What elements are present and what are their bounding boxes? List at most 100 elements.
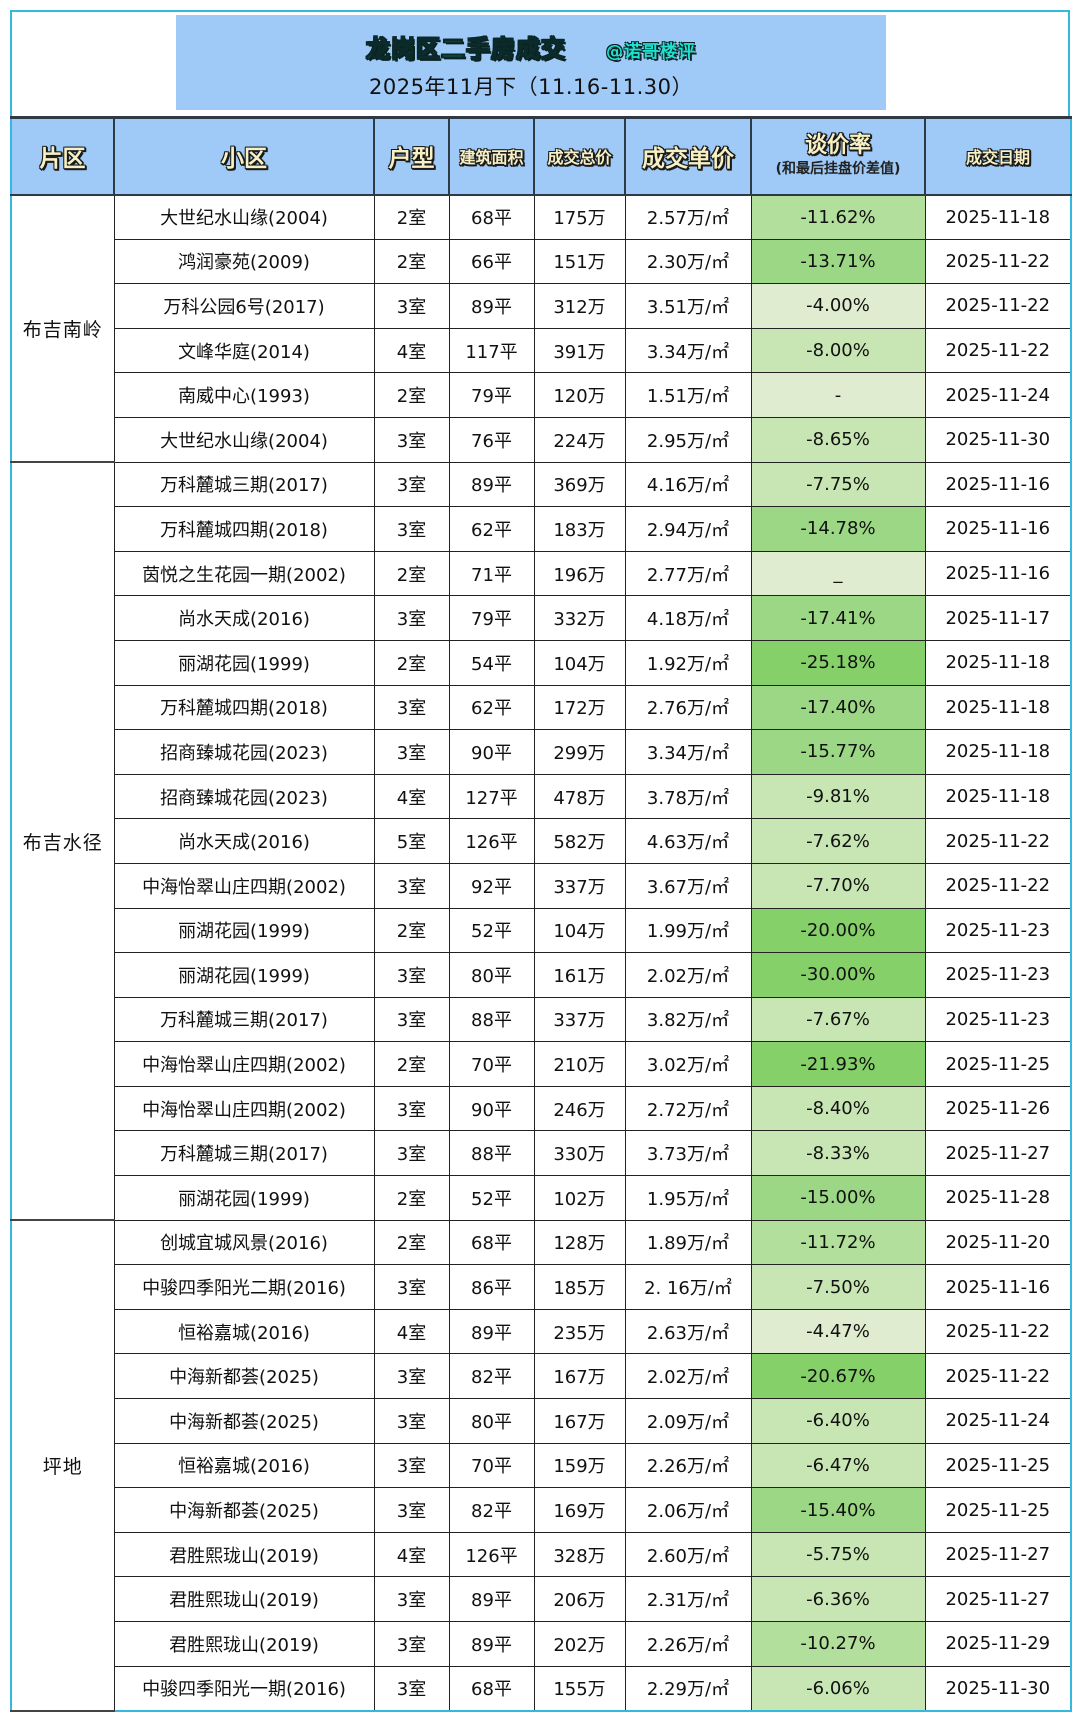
discount-rate-cell: -10.27% — [750, 1621, 926, 1667]
community-name-cell: 中海怡翠山庄四期(2002) — [113, 862, 375, 909]
total-price-cell: 155万 — [533, 1665, 626, 1712]
date-cell: 2025-11-18 — [924, 194, 1072, 240]
date-cell: 2025-11-16 — [924, 461, 1072, 508]
unit-price-cell: 3.73万/㎡ — [624, 1130, 752, 1177]
discount-rate-cell: -11.62% — [750, 194, 926, 240]
floor-area-cell: 89平 — [448, 1576, 535, 1622]
community-name-cell: 招商臻城花园(2023) — [113, 773, 375, 820]
total-price-cell: 330万 — [533, 1130, 626, 1177]
unit-price-cell: 2.95万/㎡ — [624, 416, 752, 463]
total-price-cell: 582万 — [533, 818, 626, 864]
total-price-cell: 167万 — [533, 1398, 626, 1444]
discount-rate-cell: -25.18% — [750, 639, 926, 686]
total-price-cell: 206万 — [533, 1576, 626, 1622]
period-subtitle: 2025年11月下（11.16-11.30） — [369, 75, 693, 99]
discount-rate-cell: -4.47% — [750, 1308, 926, 1355]
date-cell: 2025-11-20 — [924, 1219, 1072, 1266]
unit-price-cell: 2.60万/㎡ — [624, 1531, 752, 1578]
floor-area-cell: 89平 — [448, 1308, 535, 1355]
floor-area-cell: 66平 — [448, 238, 535, 285]
layout-cell: 2室 — [373, 1175, 450, 1221]
discount-rate-cell: -7.67% — [750, 996, 926, 1043]
unit-price-cell: 2.63万/㎡ — [624, 1308, 752, 1355]
discount-rate-cell: -7.50% — [750, 1264, 926, 1310]
total-price-cell: 104万 — [533, 639, 626, 686]
unit-price-cell: 4.18万/㎡ — [624, 595, 752, 641]
community-name-cell: 文峰华庭(2014) — [113, 327, 375, 374]
discount-rate-cell: -21.93% — [750, 1041, 926, 1087]
unit-price-cell: 4.16万/㎡ — [624, 461, 752, 508]
unit-price-cell: 2.31万/㎡ — [624, 1576, 752, 1622]
date-cell: 2025-11-25 — [924, 1442, 1072, 1489]
floor-area-cell: 70平 — [448, 1041, 535, 1087]
community-name-cell: 尚水天成(2016) — [113, 595, 375, 641]
date-cell: 2025-11-27 — [924, 1531, 1072, 1578]
date-cell: 2025-11-16 — [924, 550, 1072, 597]
layout-cell: 3室 — [373, 862, 450, 909]
date-cell: 2025-11-22 — [924, 862, 1072, 909]
total-price-cell: 337万 — [533, 862, 626, 909]
discount-rate-cell: -15.40% — [750, 1487, 926, 1533]
unit-price-cell: 3.67万/㎡ — [624, 862, 752, 909]
table-row: 文峰华庭(2014) 4室 117平 391万 3.34万/㎡ -8.00% 2025-11… — [11, 327, 1072, 374]
total-price-cell: 128万 — [533, 1219, 626, 1266]
unit-price-cell: 2.06万/㎡ — [624, 1487, 752, 1533]
date-cell: 2025-11-22 — [924, 1308, 1072, 1355]
layout-cell: 4室 — [373, 327, 450, 374]
community-name-cell: 万科公园6号(2017) — [113, 283, 375, 329]
layout-cell: 3室 — [373, 1130, 450, 1177]
table-row: 恒裕嘉城(2016) 3室 70平 159万 2.26万/㎡ -6.47% 2025-11-… — [11, 1442, 1072, 1489]
table-row: 丽湖花园(1999) 2室 52平 102万 1.95万/㎡ -15.00% 2025-11… — [11, 1175, 1072, 1221]
table-row: 布吉水径 万科麓城三期(2017) 3室 89平 369万 4.16万/㎡ -7.75% 20… — [10, 461, 1072, 1222]
community-name-cell: 大世纪水山缘(2004) — [113, 194, 375, 240]
date-cell: 2025-11-29 — [924, 1621, 1072, 1667]
discount-rate-cell: -15.77% — [750, 729, 926, 775]
unit-price-cell: 2.29万/㎡ — [624, 1665, 752, 1712]
total-price-cell: 196万 — [533, 550, 626, 597]
community-name-cell: 茵悦之生花园一期(2002) — [113, 550, 375, 597]
community-name-cell: 丽湖花园(1999) — [113, 952, 375, 998]
date-cell: 2025-11-27 — [924, 1576, 1072, 1622]
floor-area-cell: 52平 — [448, 907, 535, 954]
total-price-cell: 369万 — [533, 461, 626, 508]
floor-area-cell: 90平 — [448, 729, 535, 775]
date-cell: 2025-11-25 — [924, 1487, 1072, 1533]
layout-cell: 2室 — [373, 372, 450, 418]
community-name-cell: 万科麓城三期(2017) — [113, 1130, 375, 1177]
layout-cell: 3室 — [373, 461, 450, 508]
unit-price-cell: 2.77万/㎡ — [624, 550, 752, 597]
discount-rate-cell: -7.62% — [750, 818, 926, 864]
floor-area-cell: 52平 — [448, 1175, 535, 1221]
table-row: 南威中心(1993) 2室 79平 120万 1.51万/㎡ -2025-11-24 — [11, 372, 1072, 418]
date-cell: 2025-11-22 — [924, 238, 1072, 285]
discount-rate-cell: -6.36% — [750, 1576, 926, 1622]
unit-price-cell: 1.51万/㎡ — [624, 372, 752, 418]
layout-cell: 2室 — [373, 194, 450, 240]
floor-area-cell: 82平 — [448, 1487, 535, 1533]
community-name-cell: 鸿润豪苑(2009) — [113, 238, 375, 285]
date-cell: 2025-11-22 — [924, 818, 1072, 864]
community-name-cell: 中海新都荟(2025) — [113, 1398, 375, 1444]
header-size: 建筑面积 — [448, 116, 535, 196]
discount-rate-cell: -30.00% — [750, 952, 926, 998]
discount-rate-cell: -17.41% — [750, 595, 926, 641]
floor-area-cell: 80平 — [448, 1398, 535, 1444]
header-unit: 成交单价 — [624, 116, 752, 196]
date-cell: 2025-11-18 — [924, 684, 1072, 731]
total-price-cell: 478万 — [533, 773, 626, 820]
table-row: 尚水天成(2016) 3室 79平 332万 4.18万/㎡ -17.41% 2025-11… — [11, 595, 1072, 641]
date-cell: 2025-11-22 — [924, 327, 1072, 374]
layout-cell: 2室 — [373, 907, 450, 954]
floor-area-cell: 86平 — [448, 1264, 535, 1310]
table-row: 万科麓城四期(2018) 3室 62平 172万 2.76万/㎡ -17.40% 2025-… — [11, 684, 1072, 731]
date-cell: 2025-11-23 — [924, 996, 1072, 1043]
layout-cell: 3室 — [373, 1576, 450, 1622]
discount-rate-cell: -13.71% — [750, 238, 926, 285]
layout-cell: 3室 — [373, 283, 450, 329]
date-cell: 2025-11-16 — [924, 506, 1072, 552]
header-type: 户型 — [373, 116, 450, 196]
floor-area-cell: 88平 — [448, 1130, 535, 1177]
floor-area-cell: 79平 — [448, 372, 535, 418]
layout-cell: 4室 — [373, 1531, 450, 1578]
unit-price-cell: 3.02万/㎡ — [624, 1041, 752, 1087]
